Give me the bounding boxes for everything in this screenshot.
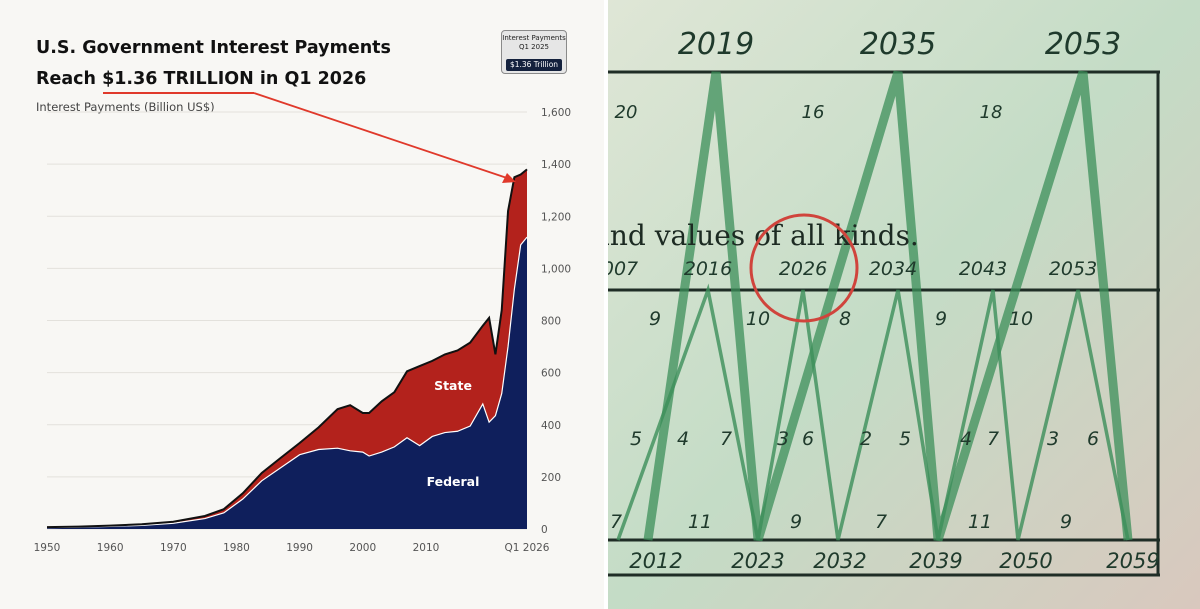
row3-number: 5 — [630, 428, 642, 450]
state-annotation: State — [434, 378, 472, 393]
row3-number: 4 — [960, 428, 972, 450]
x-tick-label: 1950 — [34, 542, 61, 554]
row2-number: 9 — [649, 308, 661, 330]
highlight-circle — [749, 213, 859, 323]
y-tick-label: 400 — [541, 420, 561, 432]
row3-number: 3 — [1047, 428, 1059, 450]
y-tick-label: 600 — [541, 368, 561, 380]
row3-number: 6 — [802, 428, 814, 450]
middle-year-label: 2034 — [869, 258, 917, 280]
row2-number: 8 — [839, 308, 851, 330]
total-outline-line — [46, 168, 528, 529]
x-tick-label: 1980 — [223, 542, 250, 554]
row3-number: 7 — [720, 428, 732, 450]
middle-year-label: 2026 — [779, 258, 827, 280]
federal-boundary-line — [46, 236, 528, 529]
row3-number: 5 — [899, 428, 911, 450]
bottom-year-label: 2039 — [909, 549, 962, 573]
bottom-year-label: 2050 — [999, 549, 1052, 573]
row1-number: 20 — [615, 102, 638, 123]
federal-annotation: Federal — [427, 474, 480, 489]
bottom-year-label: 2023 — [731, 549, 784, 573]
row4-number: 9 — [790, 511, 802, 533]
x-tick-labels: 1950 1960 1970 1980 1990 2000 2010 Q1 2026 — [34, 542, 550, 554]
row3-number: 3 — [777, 428, 789, 450]
panel-divider — [604, 0, 608, 609]
major-cycle-zigzag — [643, 70, 1133, 542]
middle-year-label: 2043 — [959, 258, 1007, 280]
badge-value: $1.36 Trillion — [505, 59, 563, 71]
x-tick-label: 1990 — [286, 542, 313, 554]
badge-line-1: Interest Payments — [502, 34, 566, 42]
series-annotations: State Federal — [427, 378, 480, 489]
x-tick-label: 1960 — [97, 542, 124, 554]
row3-number: 7 — [987, 428, 999, 450]
row3-number: 6 — [1087, 428, 1099, 450]
y-tick-label: 1,400 — [541, 159, 571, 171]
y-tick-label: 1,200 — [541, 211, 571, 223]
y-tick-label: 200 — [541, 472, 561, 484]
top-year-label: 2053 — [1045, 27, 1121, 62]
chart-title-highlight: $1.36 TRILLION — [102, 69, 254, 89]
row1-number: 16 — [802, 102, 825, 123]
top-year-label: 2035 — [860, 27, 936, 62]
y-axis-label: Interest Payments (Billion US$) — [36, 100, 215, 114]
middle-year-label: 007 — [608, 258, 638, 280]
row4-number: 9 — [1060, 511, 1072, 533]
interest-badge: Interest Payments Q1 2025 $1.36 Trillion — [501, 30, 567, 74]
middle-year-label: 2016 — [684, 258, 732, 280]
top-year-label: 2019 — [678, 27, 754, 62]
chart-title-line2-pre: Reach — [36, 69, 103, 89]
row2-number: 10 — [746, 308, 770, 330]
row1-number: 18 — [980, 102, 1003, 123]
cycle-lines — [608, 70, 1160, 577]
y-tick-label: 1,000 — [541, 263, 571, 275]
row2-number: 10 — [1009, 308, 1033, 330]
y-tick-label: 1,600 — [541, 107, 571, 119]
row4-number: 11 — [968, 511, 992, 533]
badge-line-2: Q1 2025 — [518, 43, 549, 51]
series-federal-area — [47, 237, 527, 529]
row4-number: 11 — [688, 511, 712, 533]
bottom-year-label: 2012 — [629, 549, 682, 573]
row4-number: 7 — [875, 511, 887, 533]
y-tick-label: 800 — [541, 316, 561, 328]
chart-title-line-1: U.S. Government Interest Payments — [36, 38, 391, 58]
interest-chart-panel: U.S. Government Interest Payments Reach … — [0, 0, 604, 609]
bottom-year-label: 2059 — [1106, 549, 1159, 573]
annotation-arrow — [103, 92, 516, 183]
x-tick-label: 2000 — [349, 542, 376, 554]
x-tick-label: 2010 — [413, 542, 440, 554]
arrow-shaft — [253, 92, 508, 179]
x-tick-label: 1970 — [160, 542, 187, 554]
x-tick-label: Q1 2026 — [504, 542, 549, 554]
arrow-head — [502, 173, 516, 183]
row2-number: 9 — [935, 308, 947, 330]
bottom-year-label: 2032 — [813, 549, 866, 573]
y-tick-labels: 0 200 400 600 800 1,000 1,200 1,400 1,600 — [541, 107, 571, 536]
y-tick-label: 0 — [541, 524, 548, 536]
benner-cycle-photo: 2019 2035 2053 20 16 18 and values of all kind… — [608, 0, 1200, 609]
chart-title-line2-post: in Q1 2026 — [253, 69, 367, 89]
stacked-areas — [46, 168, 528, 529]
middle-year-label: 2053 — [1049, 258, 1097, 280]
row3-number: 4 — [677, 428, 689, 450]
row3-number: 2 — [860, 428, 872, 450]
minor-cycle-zigzag — [616, 283, 1130, 541]
chart-title-prefix: U.S. Government Interest Payments — [36, 38, 391, 58]
row4-number: 7 — [610, 511, 622, 533]
series-state-area — [47, 169, 527, 528]
chart-title-line-2: Reach $1.36 TRILLION in Q1 2026 — [36, 69, 366, 89]
